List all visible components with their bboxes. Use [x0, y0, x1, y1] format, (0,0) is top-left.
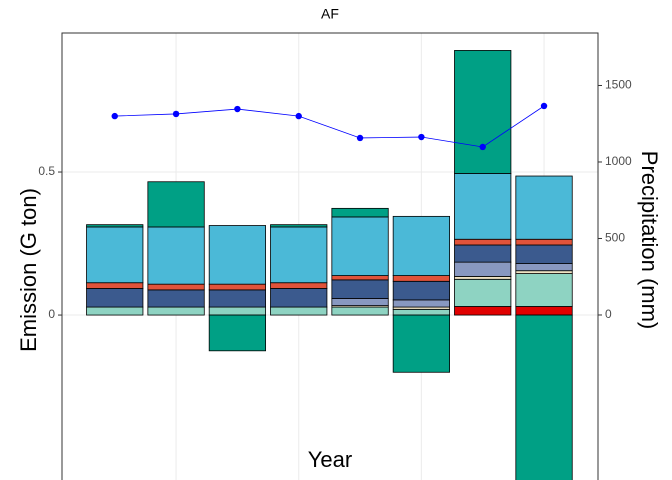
x-axis-title: Year	[308, 447, 352, 472]
bar-segment	[331, 279, 389, 299]
y-axis-title: Emission (G ton)	[16, 188, 41, 352]
bar-segment	[147, 289, 205, 308]
bar-segment	[86, 282, 144, 289]
bar-segment	[454, 276, 512, 280]
bar-segment	[392, 308, 450, 316]
bar-segment	[147, 283, 205, 291]
bar-segment	[454, 244, 512, 263]
y2-axis-title: Precipitation (mm)	[637, 151, 662, 329]
precip-line	[114, 105, 545, 148]
y-tick-label: 0	[48, 307, 55, 321]
bar-segment	[270, 226, 328, 284]
bar-segment	[208, 225, 267, 285]
bar-segment	[515, 175, 573, 240]
y2-tick-label: 1000	[605, 154, 632, 168]
chart-title: AF	[321, 6, 339, 22]
precip-point	[418, 133, 425, 141]
bar-segment	[208, 306, 267, 316]
precip-point	[479, 143, 486, 151]
bar-segment	[454, 306, 512, 316]
bar-segment	[515, 270, 573, 274]
y2-tick-label: 500	[605, 231, 625, 245]
bar-segment	[331, 216, 389, 276]
bar-segment	[270, 224, 328, 228]
bar-segment	[454, 261, 512, 277]
bar-segment	[270, 288, 328, 308]
precip-point	[356, 134, 364, 142]
y-tick-label: 0.5	[38, 164, 55, 178]
bar-segment	[331, 306, 389, 316]
bar-segment	[515, 263, 573, 272]
bar-segment	[454, 50, 512, 174]
bar-segment	[86, 306, 144, 316]
precip-point	[234, 105, 241, 113]
bar-segment	[331, 207, 389, 218]
bar-segment	[392, 275, 450, 282]
bar-segment	[392, 299, 450, 308]
bar-segment	[270, 282, 328, 289]
bar-segment	[515, 273, 573, 307]
bar-segment	[270, 306, 328, 316]
bar-segment	[147, 226, 205, 285]
bar-segment	[515, 306, 573, 316]
bar-segment	[515, 244, 573, 264]
bar-segment	[515, 238, 573, 246]
bar-segment	[454, 173, 512, 240]
precip-point	[172, 110, 180, 118]
bar-segment	[147, 181, 205, 228]
precip-point	[540, 102, 548, 110]
precip-point	[111, 112, 118, 120]
bar-segment	[86, 288, 144, 308]
bar-segment	[515, 314, 573, 480]
bar-segment	[208, 283, 267, 291]
bar-segment	[331, 275, 389, 281]
bar-segment	[454, 238, 512, 246]
y2-tick-label: 0	[605, 307, 612, 321]
bar-segment	[392, 280, 450, 301]
bar-segment	[147, 306, 205, 316]
precip-point	[295, 112, 302, 120]
bar-segment	[208, 314, 267, 352]
bar-segment	[86, 224, 144, 228]
bar-segment	[454, 278, 512, 307]
bar-segment	[86, 226, 144, 284]
bar-segment	[392, 314, 450, 373]
bar-segment	[331, 298, 389, 307]
panel-border	[61, 32, 599, 480]
y2-tick-label: 1500	[605, 78, 632, 92]
bar-segment	[392, 215, 450, 276]
bar-segment	[208, 289, 267, 308]
